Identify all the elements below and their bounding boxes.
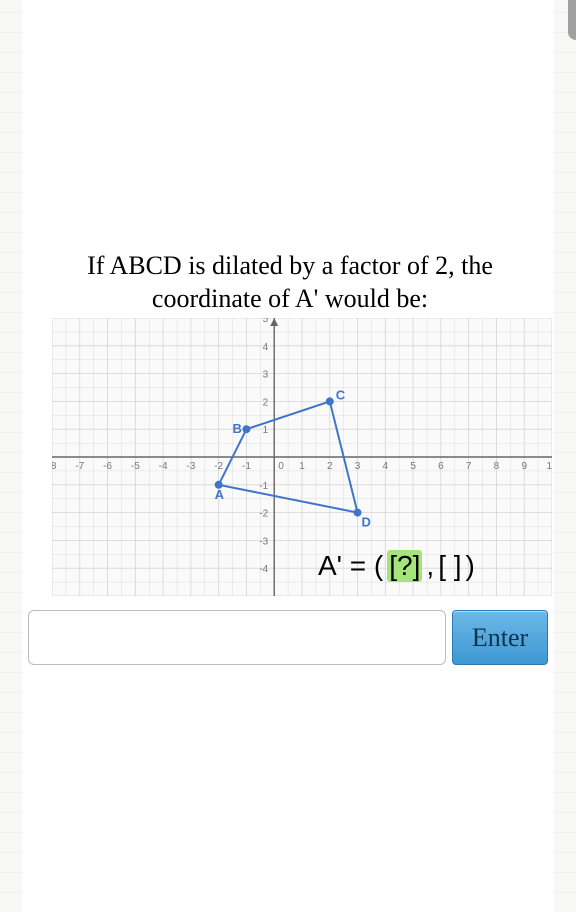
- svg-text:0: 0: [278, 461, 284, 472]
- answer-sep: ,: [426, 550, 434, 582]
- svg-text:6: 6: [438, 461, 444, 472]
- svg-text:4: 4: [383, 461, 389, 472]
- svg-text:-4: -4: [159, 461, 168, 472]
- answer-slot2: [ ]: [438, 550, 461, 582]
- svg-text:3: 3: [355, 461, 361, 472]
- svg-text:9: 9: [521, 461, 527, 472]
- svg-text:5: 5: [263, 318, 269, 325]
- svg-text:-7: -7: [75, 461, 84, 472]
- answer-suffix: ): [466, 550, 475, 582]
- svg-text:-6: -6: [103, 461, 112, 472]
- svg-text:3: 3: [263, 370, 269, 381]
- svg-text:-1: -1: [259, 481, 268, 492]
- answer-prefix: A' = (: [318, 550, 383, 582]
- answer-input-row: Enter: [28, 610, 548, 665]
- answer-template: A' = ( [?] , [ ] ): [318, 550, 475, 582]
- svg-text:2: 2: [327, 461, 333, 472]
- svg-text:7: 7: [466, 461, 472, 472]
- question-line2: coordinate of A' would be:: [152, 284, 428, 313]
- svg-text:-3: -3: [259, 536, 268, 547]
- graph-svg: -8 -7 -6 -5 -4 -3 -2 -1 0 1 2 3 4 5 6 7 8 9 10 5 4 3 2 1 -1 -2 -3 -…: [52, 318, 552, 596]
- svg-text:-1: -1: [242, 461, 251, 472]
- svg-text:-4: -4: [259, 564, 268, 575]
- svg-text:-3: -3: [186, 461, 195, 472]
- answer-slot1: [?]: [387, 550, 422, 582]
- svg-text:1: 1: [299, 461, 305, 472]
- svg-text:-2: -2: [214, 461, 223, 472]
- svg-text:D: D: [362, 515, 371, 530]
- svg-text:B: B: [232, 421, 241, 436]
- svg-text:5: 5: [410, 461, 416, 472]
- svg-text:-2: -2: [259, 509, 268, 520]
- right-edge-decoration: [568, 0, 576, 40]
- svg-text:8: 8: [494, 461, 500, 472]
- svg-text:2: 2: [263, 397, 269, 408]
- enter-button[interactable]: Enter: [452, 610, 548, 665]
- svg-text:-5: -5: [131, 461, 140, 472]
- svg-text:A: A: [215, 487, 225, 502]
- svg-text:C: C: [336, 387, 346, 402]
- question-text: If ABCD is dilated by a factor of 2, the…: [30, 250, 550, 315]
- coordinate-graph: -8 -7 -6 -5 -4 -3 -2 -1 0 1 2 3 4 5 6 7 8 9 10 5 4 3 2 1 -1 -2 -3 -…: [52, 318, 552, 596]
- question-line1: If ABCD is dilated by a factor of 2, the: [87, 251, 493, 280]
- svg-text:10: 10: [546, 461, 552, 472]
- svg-text:4: 4: [263, 342, 269, 353]
- answer-input[interactable]: [28, 610, 446, 665]
- svg-text:-8: -8: [52, 461, 57, 472]
- svg-text:1: 1: [263, 425, 269, 436]
